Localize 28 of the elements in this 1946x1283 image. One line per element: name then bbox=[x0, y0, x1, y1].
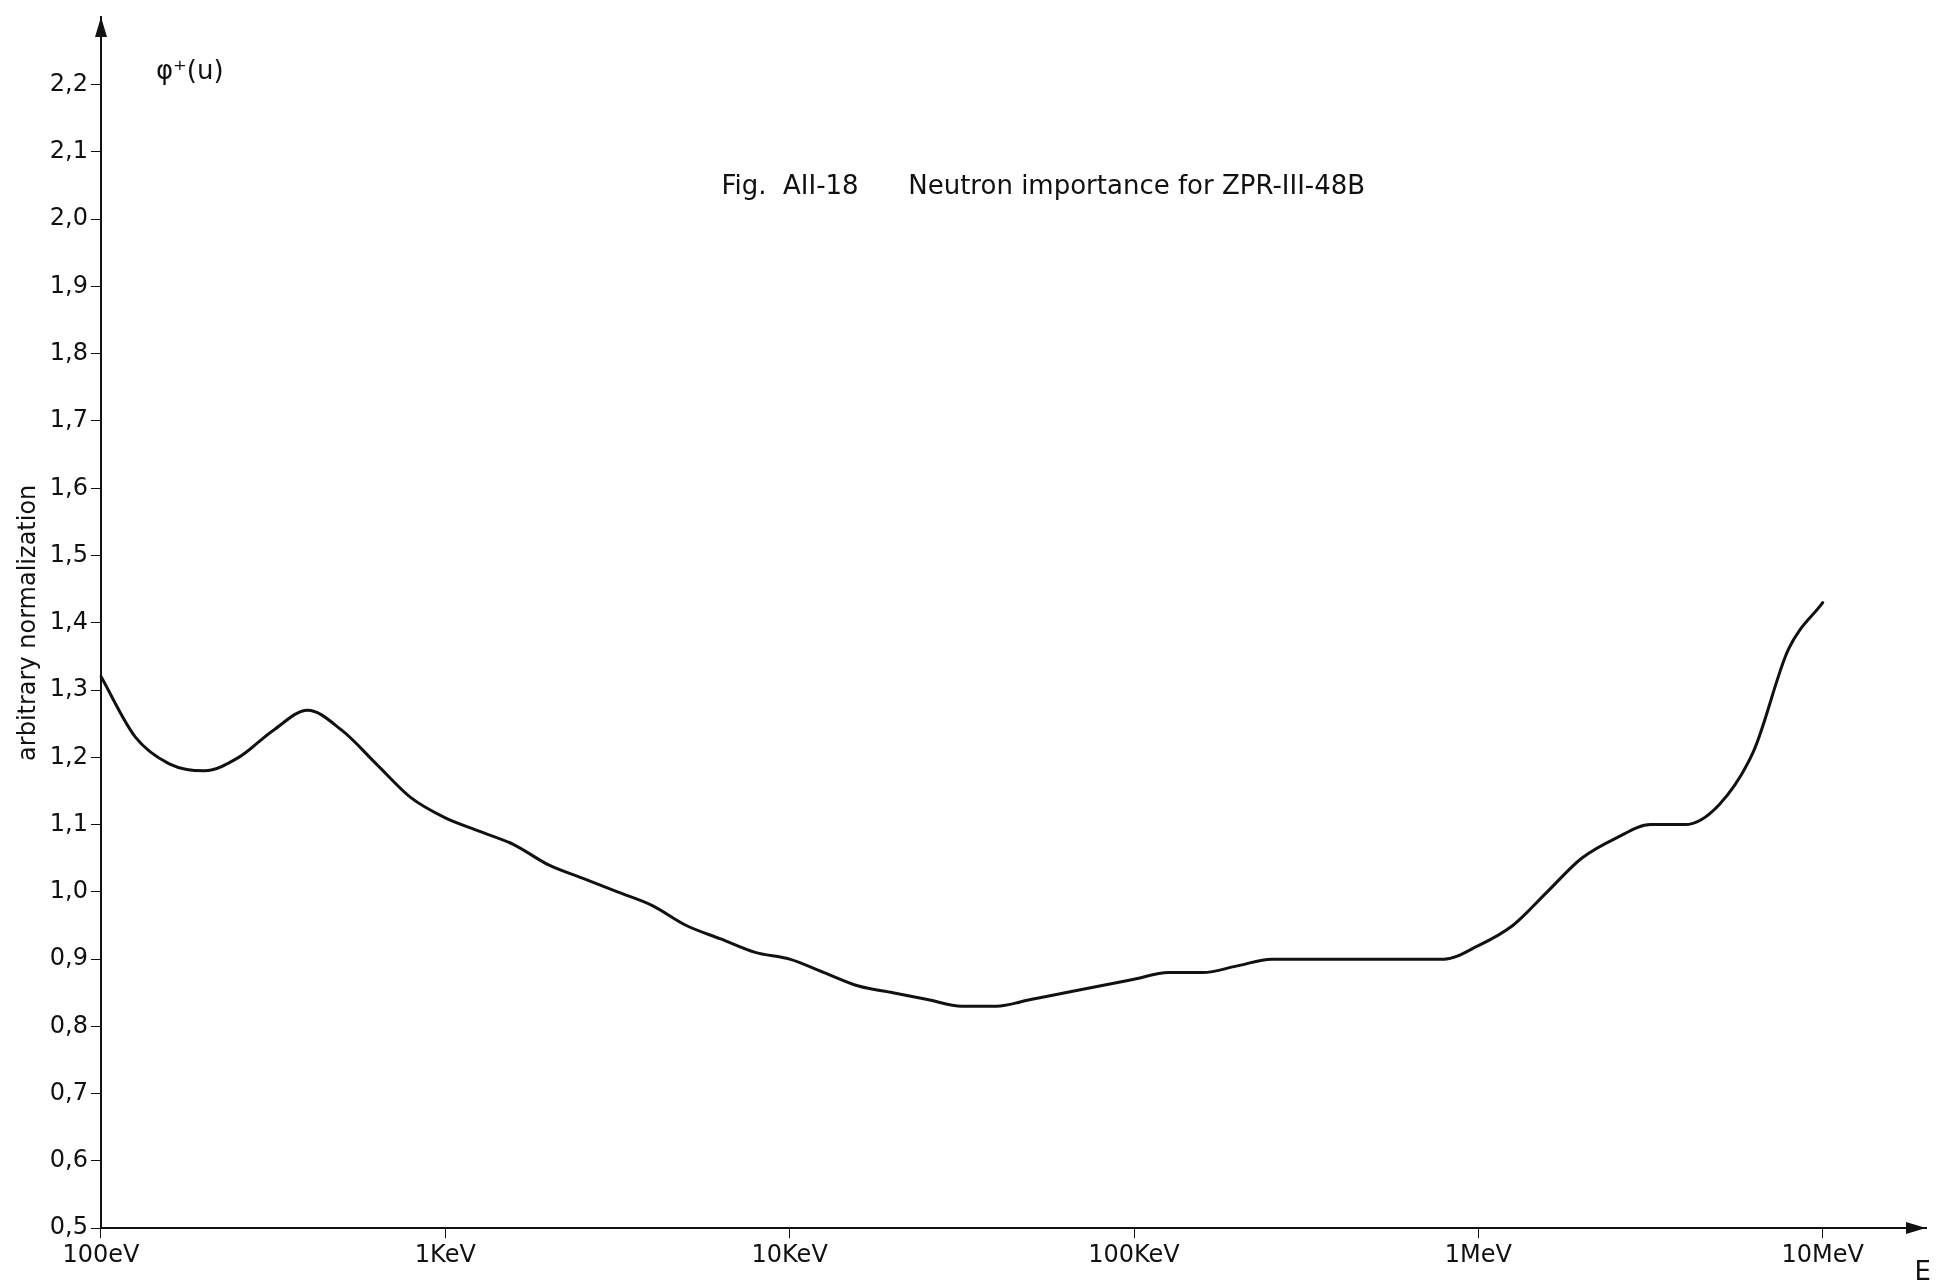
x-tick-label: 100KeV bbox=[1088, 1239, 1181, 1268]
x-tick-label: 1MeV bbox=[1444, 1239, 1513, 1268]
y-tick-label: 1,2 bbox=[49, 741, 88, 770]
x-axis-title: E bbox=[1914, 1255, 1931, 1283]
y-tick-label: 1,8 bbox=[49, 337, 88, 366]
y-tick-label: 1,0 bbox=[49, 876, 88, 905]
y-tick-label: 0,6 bbox=[49, 1145, 88, 1174]
x-tick-label: 10MeV bbox=[1781, 1239, 1865, 1268]
y-tick-label: 2,2 bbox=[49, 68, 88, 97]
y-axis-title: arbitrary normalization bbox=[12, 484, 41, 761]
y-tick-label: 1,3 bbox=[49, 674, 88, 703]
y-tick-label: 2,1 bbox=[49, 136, 88, 165]
y-tick-label: 0,5 bbox=[49, 1212, 88, 1241]
y-tick-label: 0,7 bbox=[49, 1077, 88, 1106]
x-tick-label: 100eV bbox=[62, 1239, 141, 1268]
annotation: φ⁺(u) bbox=[155, 55, 224, 86]
y-tick-label: 1,6 bbox=[49, 472, 88, 501]
y-tick-label: 1,1 bbox=[49, 808, 88, 837]
y-tick-label: 1,4 bbox=[49, 607, 88, 636]
y-tick-label: 2,0 bbox=[49, 203, 88, 232]
y-tick-label: 1,9 bbox=[49, 270, 88, 299]
y-tick-label: 1,5 bbox=[49, 539, 88, 568]
text: Fig. AII-18 Neutron importance for ZPR-III-48B bbox=[721, 170, 1366, 201]
y-tick-label: 1,7 bbox=[49, 405, 88, 434]
y-tick-label: 0,8 bbox=[49, 1010, 88, 1039]
x-tick-label: 10KeV bbox=[751, 1239, 829, 1268]
y-tick-label: 0,9 bbox=[49, 943, 88, 972]
x-tick-label: 1KeV bbox=[414, 1239, 477, 1268]
